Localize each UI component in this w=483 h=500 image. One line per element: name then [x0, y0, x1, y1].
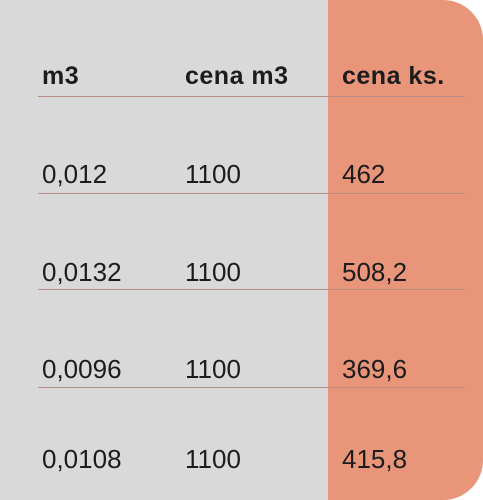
row-divider	[38, 387, 465, 388]
header-divider	[38, 96, 465, 97]
header-price-per-piece: cena ks.	[342, 62, 445, 90]
table-row: 0,0108 1100 415,8	[0, 439, 483, 479]
cell-price-per-piece: 462	[342, 159, 386, 189]
cell-price-per-m3: 1100	[185, 159, 241, 189]
cell-price-per-piece: 415,8	[342, 444, 408, 474]
table-header-row: m3 cena m3 cena ks.	[0, 56, 483, 96]
row-divider	[38, 289, 465, 290]
cell-price-per-m3: 1100	[185, 444, 241, 474]
cell-volume: 0,0096	[42, 354, 122, 384]
header-price-per-m3: cena m3	[185, 62, 289, 90]
cell-price-per-m3: 1100	[185, 257, 241, 287]
cell-volume: 0,0132	[42, 257, 122, 287]
price-per-piece-column-highlight	[328, 0, 483, 500]
cell-price-per-m3: 1100	[185, 354, 241, 384]
table-row: 0,012 1100 462	[0, 154, 483, 194]
row-divider	[38, 193, 465, 194]
table-row: 0,0132 1100 508,2	[0, 252, 483, 292]
cell-price-per-piece: 508,2	[342, 257, 408, 287]
table-row: 0,0096 1100 369,6	[0, 349, 483, 389]
cell-volume: 0,012	[42, 159, 108, 189]
cell-price-per-piece: 369,6	[342, 354, 408, 384]
header-volume: m3	[42, 62, 80, 90]
cell-volume: 0,0108	[42, 444, 122, 474]
